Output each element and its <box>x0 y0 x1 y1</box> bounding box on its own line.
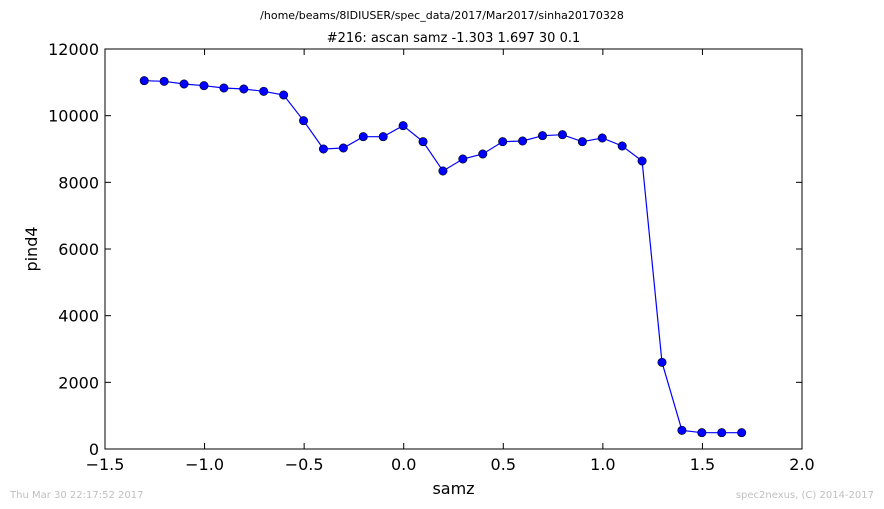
y-tick-label: 0 <box>89 440 99 459</box>
data-point <box>538 131 548 141</box>
data-point <box>239 84 249 94</box>
data-point <box>358 132 368 142</box>
data-point <box>617 141 627 151</box>
x-tick-label: −1.5 <box>86 455 125 474</box>
data-point <box>518 136 528 146</box>
y-tick-label: 4000 <box>58 307 99 326</box>
data-point <box>199 81 209 91</box>
data-point <box>557 130 567 140</box>
data-point <box>219 83 229 93</box>
figure-suptitle: /home/beams/8IDIUSER/spec_data/2017/Mar2… <box>260 9 624 22</box>
data-point <box>159 76 169 86</box>
data-point <box>458 154 468 164</box>
x-tick-label: −1.0 <box>185 455 224 474</box>
data-point <box>438 166 448 176</box>
data-point <box>737 428 747 438</box>
x-tick-label: 1.5 <box>690 455 715 474</box>
data-point <box>577 137 587 147</box>
data-series <box>139 76 747 438</box>
x-axis: −1.5 −1.0 −0.5 0.0 0.5 1.0 1.5 2.0 <box>86 49 815 474</box>
data-point <box>717 428 727 438</box>
chart-title: #216: ascan samz -1.303 1.697 30 0.1 <box>327 31 581 46</box>
data-point <box>318 144 328 154</box>
x-tick-label: 2.0 <box>789 455 814 474</box>
data-point <box>597 133 607 143</box>
y-tick-label: 8000 <box>58 173 99 192</box>
y-tick-label: 10000 <box>48 107 99 126</box>
y-tick-label: 2000 <box>58 373 99 392</box>
data-point <box>657 357 667 367</box>
data-point <box>279 90 289 100</box>
data-point <box>478 149 488 159</box>
y-tick-label: 12000 <box>48 40 99 59</box>
data-point <box>179 79 189 89</box>
data-point <box>697 428 707 438</box>
data-point <box>378 132 388 142</box>
footer-copyright: spec2nexus, (C) 2014-2017 <box>736 490 874 501</box>
data-point <box>139 76 149 86</box>
x-tick-label: −0.5 <box>285 455 324 474</box>
y-axis: 0 2000 4000 6000 8000 10000 12000 <box>48 40 802 459</box>
x-tick-label: 1.0 <box>590 455 615 474</box>
y-axis-label: pind4 <box>22 226 41 271</box>
x-tick-label: 0.5 <box>491 455 516 474</box>
x-axis-label: samz <box>432 479 474 498</box>
footer-timestamp: Thu Mar 30 22:17:52 2017 <box>9 490 143 501</box>
data-point <box>677 425 687 435</box>
data-point <box>398 121 408 131</box>
x-tick-label: 0.0 <box>391 455 416 474</box>
data-point <box>338 143 348 153</box>
data-point <box>259 86 269 96</box>
data-point <box>418 137 428 147</box>
y-tick-label: 6000 <box>58 240 99 259</box>
data-point <box>299 116 309 126</box>
data-point <box>498 137 508 147</box>
data-point <box>637 156 647 166</box>
